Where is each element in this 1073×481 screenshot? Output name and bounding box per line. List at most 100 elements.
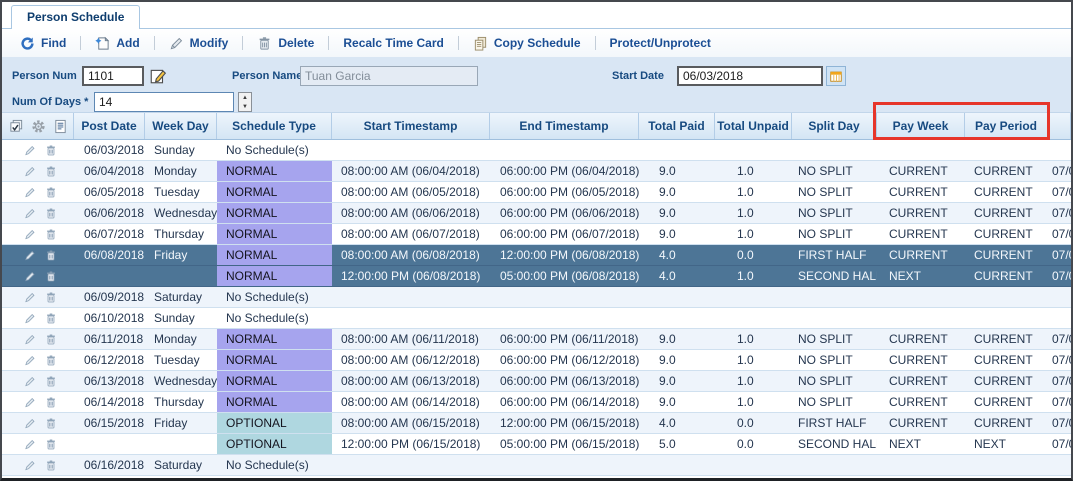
modify-button[interactable]: Modify — [159, 32, 239, 54]
cell-week-day: Thursday — [145, 392, 217, 412]
table-row[interactable]: 06/12/2018 Tuesday NORMAL 08:00:00 AM (0… — [2, 350, 1071, 371]
column-header-post-date[interactable]: Post Date — [74, 113, 145, 139]
cell-end-timestamp: 06:00:00 PM (06/07/2018) — [490, 224, 639, 244]
table-row[interactable]: 06/03/2018 Sunday No Schedule(s) — [2, 140, 1071, 161]
cell-overflow: 07/0 — [1048, 266, 1071, 286]
copy-icon — [473, 36, 488, 51]
table-row[interactable]: OPTIONAL 12:00:00 PM (06/15/2018) 05:00:… — [2, 434, 1071, 455]
table-row[interactable]: NORMAL 12:00:00 PM (06/08/2018) 05:00:00… — [2, 266, 1071, 287]
column-header-split-day[interactable]: Split Day — [792, 113, 877, 139]
table-row[interactable]: 06/16/2018 Saturday No Schedule(s) — [2, 455, 1071, 476]
cell-overflow: 07/0 — [1048, 329, 1071, 349]
edit-row-icon[interactable] — [24, 354, 36, 367]
delete-row-icon[interactable] — [45, 396, 57, 409]
stepper-up-icon[interactable]: ▲ — [239, 93, 251, 102]
start-date-input[interactable] — [677, 66, 823, 86]
delete-row-icon[interactable] — [45, 291, 57, 304]
edit-row-icon[interactable] — [24, 459, 36, 472]
edit-row-icon[interactable] — [24, 165, 36, 178]
cell-end-timestamp: 12:00:00 PM (06/15/2018) — [490, 413, 639, 433]
table-row[interactable]: 06/13/2018 Wednesday NORMAL 08:00:00 AM … — [2, 371, 1071, 392]
edit-row-icon[interactable] — [24, 333, 36, 346]
select-all-icon[interactable] — [9, 119, 24, 134]
cell-start-timestamp: 08:00:00 AM (06/04/2018) — [332, 161, 490, 181]
edit-row-icon[interactable] — [24, 228, 36, 241]
cell-week-day: Tuesday — [145, 350, 217, 370]
column-header-total-paid[interactable]: Total Paid — [639, 113, 715, 139]
edit-row-icon[interactable] — [24, 291, 36, 304]
delete-row-icon[interactable] — [45, 270, 57, 283]
delete-row-icon[interactable] — [45, 144, 57, 157]
copy-schedule-button[interactable]: Copy Schedule — [463, 32, 591, 54]
cell-end-timestamp: 06:00:00 PM (06/14/2018) — [490, 392, 639, 412]
delete-row-icon[interactable] — [45, 228, 57, 241]
edit-row-icon[interactable] — [24, 438, 36, 451]
table-row[interactable]: 06/08/2018 Friday NORMAL 08:00:00 AM (06… — [2, 245, 1071, 266]
column-header-start-timestamp[interactable]: Start Timestamp — [332, 113, 490, 139]
person-num-input[interactable] — [82, 66, 144, 86]
table-row[interactable]: 06/15/2018 Friday OPTIONAL 08:00:00 AM (… — [2, 413, 1071, 434]
table-row[interactable]: 06/11/2018 Monday NORMAL 08:00:00 AM (06… — [2, 329, 1071, 350]
calendar-icon[interactable] — [826, 66, 846, 86]
cell-post-date: 06/09/2018 — [74, 287, 145, 307]
delete-row-icon[interactable] — [45, 438, 57, 451]
delete-row-icon[interactable] — [45, 417, 57, 430]
edit-row-icon[interactable] — [24, 312, 36, 325]
protect-unprotect-button[interactable]: Protect/Unprotect — [600, 32, 721, 54]
edit-row-icon[interactable] — [24, 207, 36, 220]
num-of-days-input[interactable] — [94, 92, 234, 112]
stepper-down-icon[interactable]: ▼ — [239, 102, 251, 111]
add-icon — [95, 36, 110, 51]
delete-row-icon[interactable] — [45, 354, 57, 367]
cell-pay-period: CURRENT — [965, 203, 1048, 223]
delete-row-icon[interactable] — [45, 312, 57, 325]
column-header-week-day[interactable]: Week Day — [145, 113, 217, 139]
table-row[interactable]: 06/14/2018 Thursday NORMAL 08:00:00 AM (… — [2, 392, 1071, 413]
gear-icon[interactable] — [31, 119, 46, 134]
delete-row-icon[interactable] — [45, 165, 57, 178]
column-header-total-unpaid[interactable]: Total Unpaid — [715, 113, 792, 139]
edit-row-icon[interactable] — [24, 270, 36, 283]
edit-row-icon[interactable] — [24, 144, 36, 157]
cell-schedule-type: OPTIONAL — [217, 413, 332, 433]
delete-button[interactable]: Delete — [247, 32, 324, 54]
delete-row-icon[interactable] — [45, 207, 57, 220]
delete-row-icon[interactable] — [45, 375, 57, 388]
add-button[interactable]: Add — [85, 32, 149, 54]
table-row[interactable]: 06/09/2018 Saturday No Schedule(s) — [2, 287, 1071, 308]
find-button[interactable]: Find — [10, 32, 76, 54]
edit-row-icon[interactable] — [24, 375, 36, 388]
cell-post-date: 06/10/2018 — [74, 308, 145, 328]
cell-week-day: Friday — [145, 245, 217, 265]
cell-split-day: SECOND HALF — [792, 266, 877, 286]
edit-row-icon[interactable] — [24, 417, 36, 430]
table-row[interactable]: 06/10/2018 Sunday No Schedule(s) — [2, 308, 1071, 329]
tab-person-schedule[interactable]: Person Schedule — [11, 5, 140, 29]
table-row[interactable]: 06/05/2018 Tuesday NORMAL 08:00:00 AM (0… — [2, 182, 1071, 203]
column-header-end-timestamp[interactable]: End Timestamp — [490, 113, 639, 139]
column-header-pay-week[interactable]: Pay Week — [877, 113, 965, 139]
table-row[interactable]: 06/07/2018 Thursday NORMAL 08:00:00 AM (… — [2, 224, 1071, 245]
edit-row-icon[interactable] — [24, 186, 36, 199]
cell-total-paid — [639, 308, 715, 328]
table-row[interactable]: 06/06/2018 Wednesday NORMAL 08:00:00 AM … — [2, 203, 1071, 224]
copy-schedule-label: Copy Schedule — [494, 36, 581, 50]
delete-row-icon[interactable] — [45, 459, 57, 472]
column-header-pay-period[interactable]: Pay Period — [965, 113, 1048, 139]
table-row[interactable]: 06/04/2018 Monday NORMAL 08:00:00 AM (06… — [2, 161, 1071, 182]
report-icon[interactable] — [53, 119, 68, 134]
delete-row-icon[interactable] — [45, 333, 57, 346]
recalc-time-card-button[interactable]: Recalc Time Card — [333, 32, 454, 54]
person-lookup-icon[interactable] — [148, 66, 167, 85]
edit-row-icon[interactable] — [24, 396, 36, 409]
column-header-schedule-type[interactable]: Schedule Type — [217, 113, 332, 139]
cell-total-unpaid: 1.0 — [715, 203, 792, 223]
delete-row-icon[interactable] — [45, 186, 57, 199]
row-tools-cell — [2, 455, 74, 475]
cell-start-timestamp: 12:00:00 PM (06/08/2018) — [332, 266, 490, 286]
edit-row-icon[interactable] — [24, 249, 36, 262]
cell-total-unpaid: 1.0 — [715, 350, 792, 370]
cell-total-unpaid — [715, 287, 792, 307]
delete-row-icon[interactable] — [45, 249, 57, 262]
num-of-days-stepper[interactable]: ▲ ▼ — [238, 92, 252, 112]
